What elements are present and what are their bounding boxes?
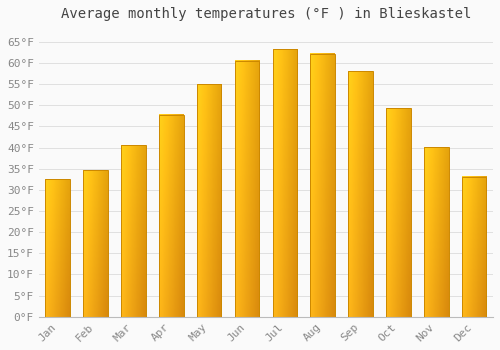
Bar [234,61,260,317]
Bar [386,108,410,317]
Title: Average monthly temperatures (°F ) in Blieskastel: Average monthly temperatures (°F ) in Bl… [60,7,471,21]
Bar [46,179,70,317]
Bar [424,147,448,317]
Bar [197,84,222,317]
Bar [84,170,108,317]
Bar [310,54,335,317]
Bar [121,145,146,317]
Bar [462,177,486,317]
Bar [348,71,373,317]
Bar [159,114,184,317]
Bar [272,49,297,317]
